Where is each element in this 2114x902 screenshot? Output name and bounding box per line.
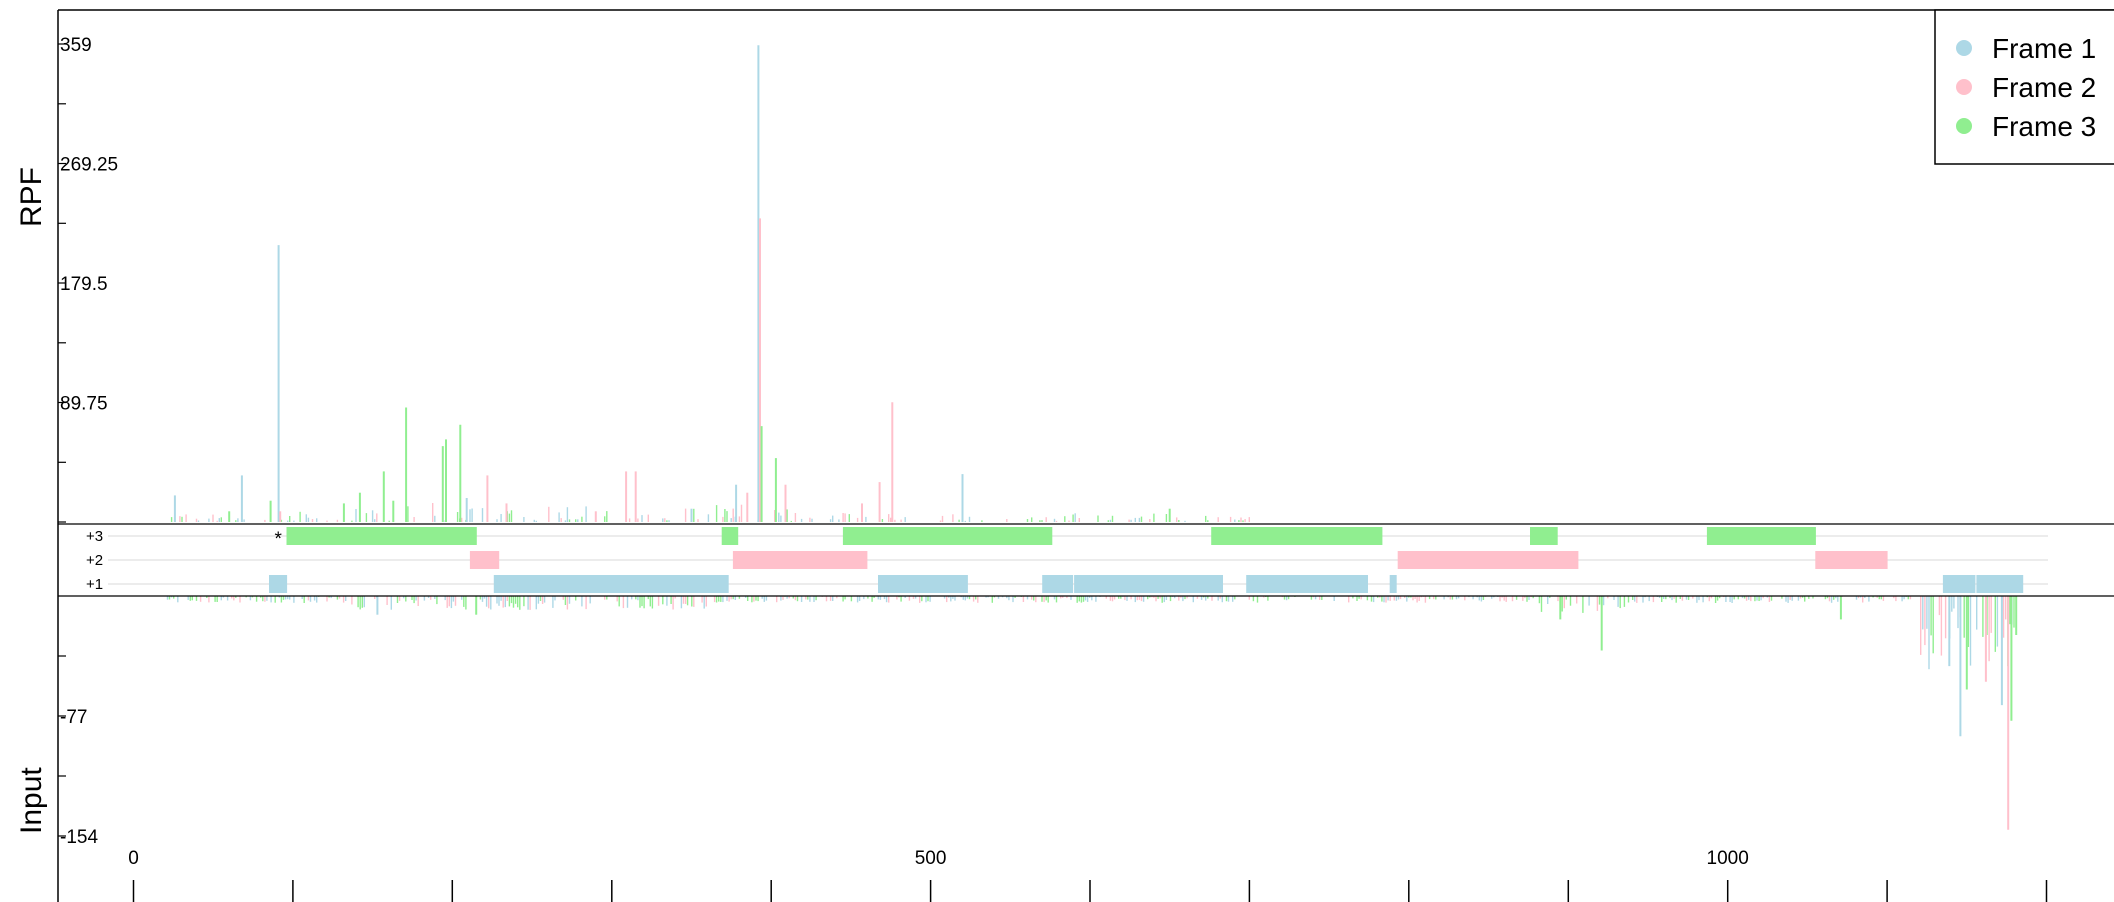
orf-segment (469, 551, 500, 569)
orf-segment (286, 527, 477, 545)
orf-segment (1389, 575, 1397, 593)
rpf-y-axis: 89.75 179.5 269.25 359 (58, 35, 118, 523)
orf-segment (1246, 575, 1368, 593)
orf-segment (1042, 575, 1074, 593)
rpf-y-tick-label: 269.25 (60, 155, 118, 176)
legend-frame2-marker (1956, 79, 1972, 95)
orf-segment (1211, 527, 1383, 545)
orf-segment (842, 527, 1053, 545)
input-y-tick-label: -77 (60, 707, 87, 728)
rpf-y-tick-label: 89.75 (60, 394, 108, 415)
input-y-axis: -77 -154 (58, 655, 98, 848)
orf-segment (732, 551, 868, 569)
input-y-tick-label: -154 (60, 827, 98, 848)
orf-segment (1074, 575, 1223, 593)
x-axis: 0 500 1000 (128, 848, 2048, 902)
rpf-y-axis-title: RPF (15, 167, 48, 227)
rpf-y-tick-label: 359 (60, 35, 92, 56)
orf-segment (1942, 575, 1976, 593)
orf-segments (269, 527, 2024, 593)
legend: Frame 1 Frame 2 Frame 3 (1934, 9, 2114, 165)
x-axis-tick-label: 500 (915, 848, 947, 869)
input-background-signal (166, 596, 2017, 670)
orf-segment (1706, 527, 1816, 545)
rpf-bars (170, 45, 1251, 522)
legend-frame1-marker (1956, 40, 1972, 56)
orf-segment (1397, 551, 1579, 569)
legend-frame3-marker (1956, 118, 1972, 134)
orf-segment (1530, 527, 1558, 545)
orf-segment (1815, 551, 1888, 569)
x-axis-tick-label: 0 (128, 848, 139, 869)
legend-frame1-label: Frame 1 (1992, 33, 2096, 64)
orf-segment (1976, 575, 2024, 593)
orf-label-plus1: +1 (86, 576, 103, 593)
orf-segment (269, 575, 288, 593)
orf-label-plus2: +2 (86, 552, 103, 569)
start-codon-marker: * (275, 529, 283, 550)
orf-track-panel: +3 +2 +1 * (86, 527, 2048, 593)
orf-label-plus3: +3 (86, 528, 103, 545)
rpf-y-tick-label: 179.5 (60, 274, 108, 295)
orf-segment (721, 527, 739, 545)
orf-segment (878, 575, 968, 593)
panel-frames (57, 9, 2114, 902)
legend-frame2-label: Frame 2 (1992, 72, 2096, 103)
input-panel: -77 -154 Input (15, 596, 2018, 848)
orf-segment (493, 575, 729, 593)
rpf-panel: 89.75 179.5 269.25 359 RPF (15, 35, 1251, 523)
legend-frame3-label: Frame 3 (1992, 111, 2096, 142)
x-axis-tick-label: 1000 (1707, 848, 1749, 869)
rpf-background-signal (170, 503, 1251, 522)
input-y-axis-title: Input (15, 767, 48, 834)
input-bars (166, 596, 2018, 830)
